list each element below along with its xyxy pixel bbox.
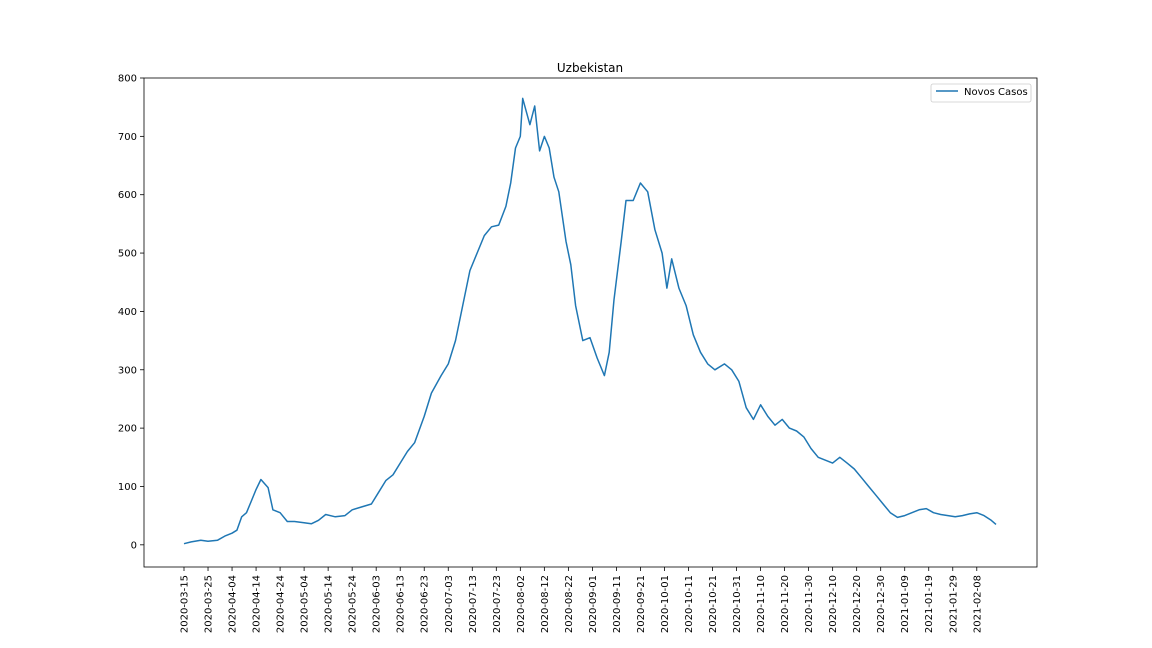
y-tick-label: 400 <box>118 307 137 318</box>
x-tick-label: 2020-12-20 <box>852 575 863 633</box>
x-tick-label: 2020-08-22 <box>564 575 575 633</box>
y-axis: 0 100 200 300 400 500 600 700 800 <box>118 74 144 551</box>
series-line <box>183 97 997 545</box>
x-tick-label: 2021-02-08 <box>972 575 983 633</box>
y-tick-label: 700 <box>118 132 137 143</box>
legend-box <box>930 83 1032 103</box>
x-tick-label: 2020-04-24 <box>276 575 287 633</box>
series-layer <box>183 97 997 545</box>
x-tick-label: 2020-07-13 <box>468 575 479 633</box>
x-tick-label: 2021-01-19 <box>924 575 935 633</box>
x-tick-label: 2020-07-23 <box>492 575 503 633</box>
x-tick-label: 2021-01-09 <box>900 575 911 633</box>
x-tick-label: 2020-10-31 <box>732 575 743 633</box>
x-tick-label: 2020-03-25 <box>204 575 215 633</box>
x-tick-label: 2020-11-10 <box>756 575 767 633</box>
x-tick-label: 2020-11-20 <box>780 575 791 633</box>
x-tick-label: 2020-10-11 <box>684 575 695 633</box>
x-tick-label: 2020-12-30 <box>876 575 887 633</box>
x-tick-label: 2020-10-21 <box>708 575 719 633</box>
x-tick-label: 2020-05-04 <box>300 575 311 633</box>
y-tick-label: 0 <box>131 540 137 551</box>
x-tick-label: 2020-09-01 <box>588 575 599 633</box>
y-tick-label: 300 <box>118 365 137 376</box>
x-tick-label: 2020-05-14 <box>324 575 335 633</box>
x-tick-label: 2020-12-10 <box>828 575 839 633</box>
x-tick-label: 2020-07-03 <box>444 575 455 633</box>
y-tick-label: 100 <box>118 482 137 493</box>
x-tick-label: 2020-06-23 <box>420 575 431 633</box>
x-tick-label: 2020-08-02 <box>516 575 527 633</box>
x-axis: 2020-03-15 2020-03-25 2020-04-04 2020-04-14… <box>180 567 983 633</box>
x-tick-label: 2020-06-03 <box>372 575 383 633</box>
legend-label: Novos Casos <box>964 87 1028 98</box>
y-tick-label: 200 <box>118 424 137 435</box>
x-tick-label: 2020-04-14 <box>252 575 263 633</box>
x-tick-label: 2020-09-11 <box>612 575 623 633</box>
x-tick-label: 2020-11-30 <box>804 575 815 633</box>
x-tick-label: 2021-01-29 <box>948 575 959 633</box>
legend: Novos Casos <box>930 83 1032 103</box>
y-tick-label: 500 <box>118 249 137 260</box>
x-tick-label: 2020-05-24 <box>348 575 359 633</box>
x-tick-label: 2020-06-13 <box>396 575 407 633</box>
chart-title: Uzbekistan <box>557 61 623 75</box>
x-tick-label: 2020-04-04 <box>228 575 239 633</box>
x-tick-label: 2020-03-15 <box>180 575 191 633</box>
x-tick-label: 2020-10-01 <box>660 575 671 633</box>
y-tick-label: 600 <box>118 190 137 201</box>
y-tick-label: 800 <box>118 74 137 85</box>
x-tick-label: 2020-09-21 <box>636 575 647 633</box>
x-tick-label: 2020-08-12 <box>540 575 551 633</box>
plot-area <box>143 77 1038 568</box>
